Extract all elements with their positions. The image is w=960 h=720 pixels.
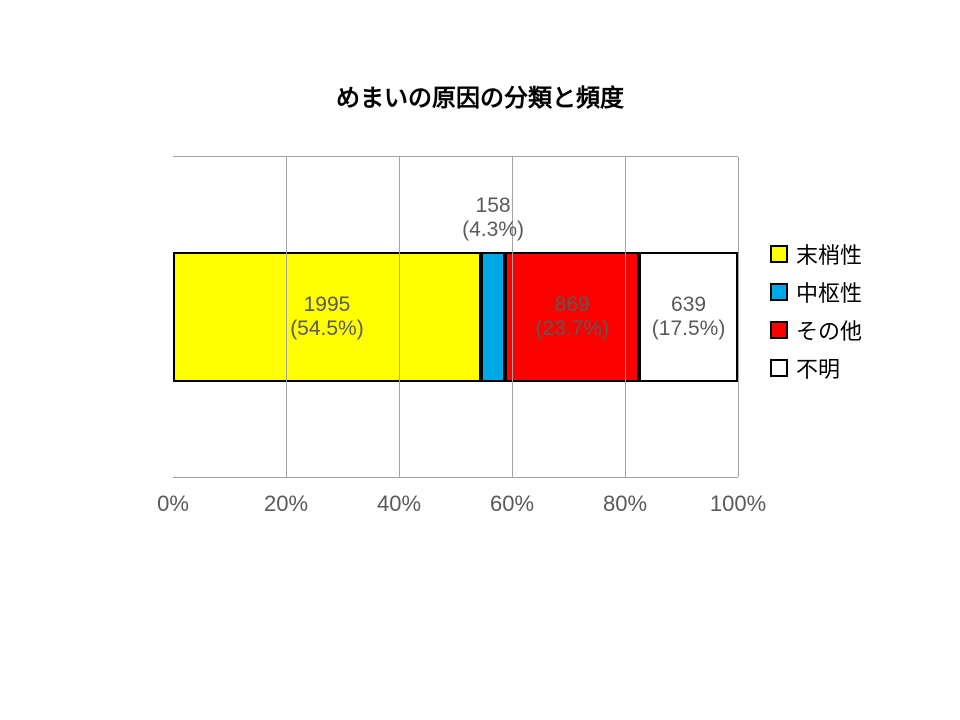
data-label-pct: (17.5%) xyxy=(652,317,726,341)
gridline xyxy=(399,157,400,477)
data-label-pct: (23.7%) xyxy=(535,317,609,341)
data-label-value: 869 xyxy=(535,293,609,317)
x-tick-label: 60% xyxy=(490,491,534,517)
legend-item: その他 xyxy=(770,314,862,346)
legend-item: 中枢性 xyxy=(770,276,862,308)
legend-swatch xyxy=(770,321,788,339)
data-label: 158(4.3%) xyxy=(462,194,524,242)
legend-label: その他 xyxy=(796,314,862,346)
x-tick-label: 0% xyxy=(157,491,189,517)
legend-label: 不明 xyxy=(796,352,840,384)
chart-canvas: めまいの原因の分類と頻度 0% 20% 40% 60% 80% 100% 1995(54.5… xyxy=(0,0,960,720)
x-tick-label: 80% xyxy=(603,491,647,517)
data-label: 639(17.5%) xyxy=(652,293,726,341)
data-label: 869(23.7%) xyxy=(535,293,609,341)
plot-area: 0%20%40%60%80%100%1995(54.5%)158(4.3%)86… xyxy=(173,156,738,478)
gridline xyxy=(625,157,626,477)
data-label-value: 1995 xyxy=(290,293,364,317)
bar-segment xyxy=(481,252,505,382)
chart-title: めまいの原因の分類と頻度 xyxy=(0,78,960,113)
legend: 末梢性中枢性その他不明 xyxy=(770,232,862,390)
x-tick-label: 20% xyxy=(264,491,308,517)
data-label-pct: (4.3%) xyxy=(462,218,524,242)
legend-item: 不明 xyxy=(770,352,862,384)
data-label-value: 639 xyxy=(652,293,726,317)
data-label-value: 158 xyxy=(462,194,524,218)
data-label-pct: (54.5%) xyxy=(290,317,364,341)
legend-item: 末梢性 xyxy=(770,238,862,270)
legend-label: 末梢性 xyxy=(796,238,862,270)
legend-swatch xyxy=(770,283,788,301)
data-label: 1995(54.5%) xyxy=(290,293,364,341)
gridline xyxy=(286,157,287,477)
gridline xyxy=(738,157,739,477)
legend-swatch xyxy=(770,359,788,377)
legend-swatch xyxy=(770,245,788,263)
x-tick-label: 40% xyxy=(377,491,421,517)
legend-label: 中枢性 xyxy=(796,276,862,308)
x-tick-label: 100% xyxy=(710,491,766,517)
